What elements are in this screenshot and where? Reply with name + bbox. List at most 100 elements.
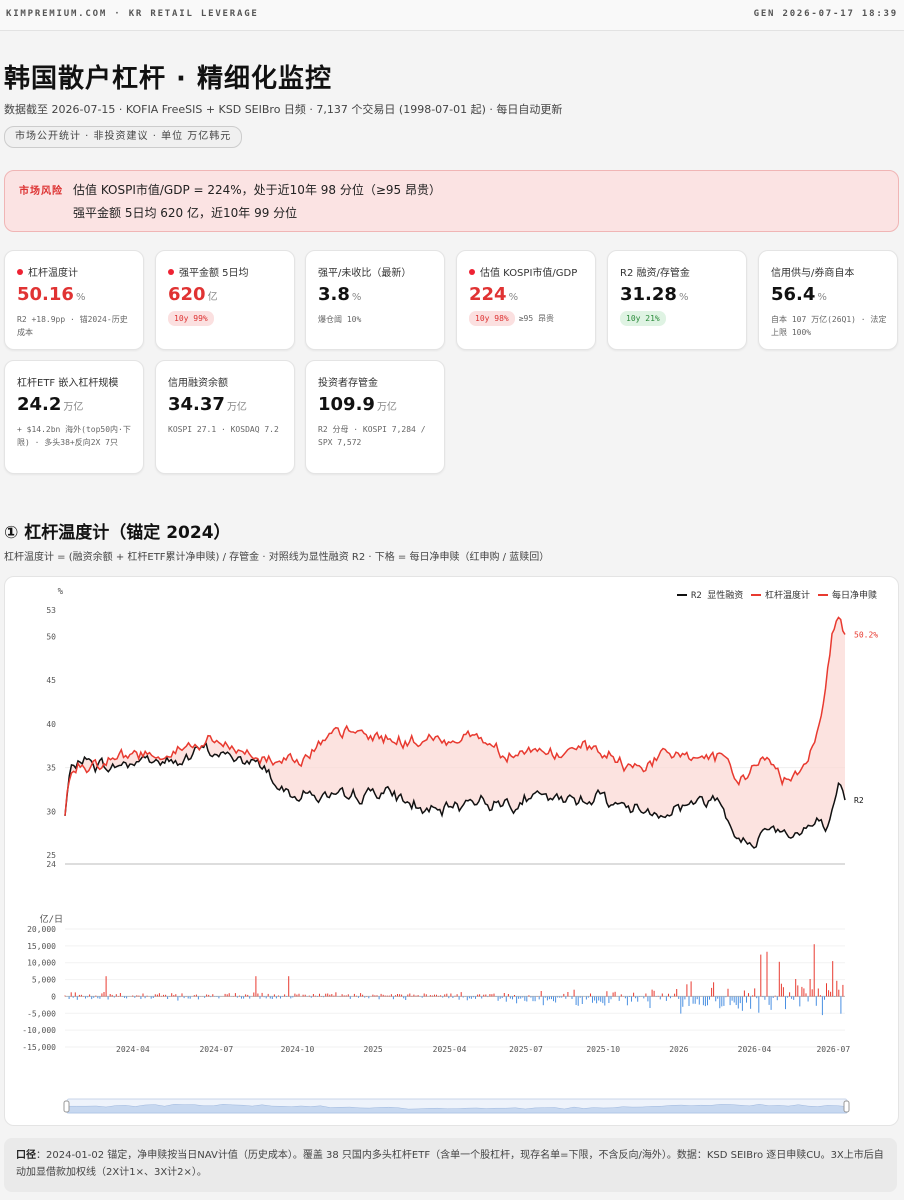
metric-value: 109.9 万亿 [318,394,397,415]
metric-value: 34.37 万亿 [168,394,247,415]
y-tick-label: 5,000 [32,976,56,985]
metric-note: 10y 99% [168,311,286,326]
zoom-handle-right[interactable] [843,1100,850,1113]
legend-label-2: 每日净申赎 [832,589,877,601]
risk-line-valuation: 估值 KOSPI市值/GDP = 224%，处于近10年 98 分位（≥95 昂… [73,183,441,197]
y-axis-unit-label-bottom: 亿/日 [40,913,63,925]
y-tick-label: 0 [51,992,56,1001]
y-axis-unit-label: % [58,587,64,597]
x-tick-label: 2025-04 [433,1045,467,1054]
metric-card-title: R2 融资/存管金 [620,264,690,279]
metric-card: 杠杆ETF 嵌入杠杆规模 24.2 万亿 + $14.2bn 海外(top50内·下限… [4,360,144,474]
y-tick-label: 10,000 [27,959,56,968]
metric-value: 620 亿 [168,284,218,305]
footnote-label: 口径 [16,1150,36,1161]
y-tick-label: 53 [46,606,56,615]
page-subtitle: 数据截至 2026-07-15 · KOFIA FreeSIS + KSD SE… [4,103,563,116]
metric-note: 爆仓阈 10% [318,313,436,326]
series-line-r2 [64,739,846,849]
metric-title-text: 投资者存管金 [318,378,378,389]
top-bar: KIMPREMIUM.COM · KR RETAIL LEVERAGE GEN … [0,0,904,31]
metric-card: 杠杆温度计 50.16% R2 +18.9pp · 锚2024-历史成本 [4,250,144,350]
gap-fill-area [65,617,845,848]
section-subtitle: 杠杆温度计 = (融资余额 + 杠杆ETF累计净申赎) / 存管金 · 对照线为… [4,552,550,563]
percentile-badge: 10y 98% [469,311,515,326]
metric-card-title: 强平金额 5日均 [168,264,249,279]
y-tick-label: -10,000 [22,1026,56,1035]
metric-note-text: R2 +18.9pp · 锚2024-历史成本 [17,315,128,337]
metric-card: 估值 KOSPI市值/GDP 224% 10y 98% ≥95 昂贵 [456,250,596,350]
metric-unit: % [351,292,362,303]
metric-unit: 亿 [207,292,218,303]
y-tick-label: 35 [46,764,56,773]
metric-unit: % [75,292,86,303]
legend-label-0: R2 显性融资 [691,589,743,601]
y-tick-label: 15,000 [27,942,56,951]
alert-dot-icon [168,269,174,275]
section-title: ① 杠杆温度计（锚定 2024） [4,523,231,543]
metric-card: R2 融资/存管金 31.28% 10y 21% [607,250,747,350]
metric-value-number: 620 [168,284,206,305]
metric-title-text: 估值 KOSPI市值/GDP [480,268,578,279]
zoom-handle-left[interactable] [63,1100,70,1113]
metric-card-title: 杠杆温度计 [17,264,78,279]
metric-note: + $14.2bn 海外(top50内·下限) · 多头38+反向2X 7只 [17,423,135,449]
x-tick-label: 2025 [363,1045,382,1054]
page-title: 韩国散户杠杆 · 精细化监控 [4,64,332,94]
y-tick-label: 25 [46,851,56,860]
end-label-thermometer: 50.2% [854,631,878,640]
x-tick-label: 2026 [669,1045,688,1054]
y-tick-label: 40 [46,720,56,729]
metric-card-title: 杠杆ETF 嵌入杠杆规模 [17,374,118,389]
metric-value-number: 50.16 [17,284,74,305]
metric-card: 强平金额 5日均 620 亿 10y 99% [155,250,295,350]
y-tick-label: 50 [46,632,56,641]
generated-timestamp: GEN 2026-07-17 18:39 [753,9,898,19]
metric-value-number: 56.4 [771,284,816,305]
legend-label-1: 杠杆温度计 [765,589,810,601]
metric-card: 信用融资余额 34.37 万亿 KOSPI 27.1 · KOSDAQ 7.2 [155,360,295,474]
x-tick-label: 2024-07 [199,1045,233,1054]
zoom-slider-preview [66,1104,848,1114]
disclaimer-pill: 市场公开统计 · 非投资建议 · 单位 万亿韩元 [4,126,243,148]
metric-note: 10y 21% [620,311,738,326]
y-tick-label: -5,000 [27,1009,56,1018]
metric-value-number: 3.8 [318,284,350,305]
x-tick-label: 2025-10 [586,1045,620,1054]
metric-note-text: 爆仓阈 10% [318,315,362,324]
alert-dot-icon [469,269,475,275]
metric-value: 31.28% [620,284,688,305]
risk-label: 市场风险 [19,186,63,197]
y-tick-label: 20,000 [27,925,56,934]
metric-note: R2 分母 · KOSPI 7,284 / SPX 7,572 [318,423,436,449]
metric-value: 224% [469,284,518,305]
risk-line-liquidation: 强平金额 5日均 620 亿，近10年 99 分位 [73,206,298,220]
metric-unit: % [508,292,519,303]
alert-dot-icon [17,269,23,275]
metric-value: 3.8% [318,284,361,305]
metric-title-text: 杠杆ETF 嵌入杠杆规模 [17,378,119,389]
metric-unit: % [678,292,689,303]
metric-note-text: + $14.2bn 海外(top50内·下限) · 多头38+反向2X 7只 [17,425,131,447]
footnote-text: ：2024-01-02 锚定，净申赎按当日NAV计值（历史成本）。覆盖 38 只… [16,1150,884,1178]
metric-value: 56.4% [771,284,827,305]
percentile-badge: 10y 21% [620,311,666,326]
metric-note: KOSPI 27.1 · KOSDAQ 7.2 [168,423,286,436]
metric-title-text: R2 融资/存管金 [620,268,690,279]
metric-value-number: 31.28 [620,284,677,305]
leverage-chart-panel: % 24 25 30 35 40 45 50 53 R2 50.2% R2 显性融资 杠杆温度计 每日净申… [4,576,899,1126]
x-tick-label: 2026-04 [738,1045,772,1054]
metric-card: 信用供与/券商自本 56.4% 自本 107 万亿(26Q1) · 法定上限 100… [758,250,898,350]
x-tick-label: 2024-04 [116,1045,150,1054]
metric-value-number: 109.9 [318,394,375,415]
x-tick-label: 2025-07 [509,1045,543,1054]
x-tick-label: 2026-07 [816,1045,850,1054]
metric-value: 24.2 万亿 [17,394,83,415]
metric-note: 自本 107 万亿(26Q1) · 法定上限 100% [771,313,889,339]
metric-unit: 万亿 [376,402,397,413]
metric-value-number: 224 [469,284,507,305]
metric-title-text: 强平金额 5日均 [179,268,249,279]
metric-unit: 万亿 [226,402,247,413]
metric-note: R2 +18.9pp · 锚2024-历史成本 [17,313,135,339]
